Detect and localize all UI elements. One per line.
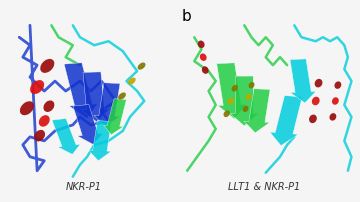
FancyArrow shape [217, 63, 247, 119]
FancyArrow shape [89, 121, 112, 161]
Ellipse shape [224, 110, 230, 117]
Text: b: b [182, 9, 192, 24]
Ellipse shape [202, 66, 209, 74]
Ellipse shape [198, 41, 204, 48]
FancyArrow shape [64, 63, 98, 119]
Ellipse shape [40, 59, 54, 73]
Ellipse shape [30, 80, 44, 94]
Ellipse shape [200, 53, 207, 61]
Ellipse shape [20, 101, 34, 115]
Ellipse shape [249, 82, 255, 88]
Ellipse shape [34, 130, 45, 141]
Ellipse shape [309, 115, 317, 123]
Ellipse shape [243, 106, 249, 112]
FancyArrow shape [94, 83, 120, 127]
Ellipse shape [334, 81, 341, 89]
Ellipse shape [128, 78, 136, 85]
Ellipse shape [312, 97, 320, 105]
Ellipse shape [332, 97, 339, 105]
Ellipse shape [118, 93, 126, 100]
Ellipse shape [44, 100, 54, 112]
Text: NKR-P1: NKR-P1 [66, 182, 102, 192]
Ellipse shape [246, 94, 252, 100]
FancyArrow shape [81, 72, 110, 122]
FancyArrow shape [52, 119, 80, 154]
Ellipse shape [228, 98, 234, 104]
FancyArrow shape [230, 76, 258, 126]
FancyArrow shape [290, 59, 316, 103]
FancyArrow shape [270, 96, 302, 146]
Ellipse shape [39, 115, 50, 127]
FancyArrow shape [104, 99, 126, 135]
Text: LLT1 & NKR-P1: LLT1 & NKR-P1 [228, 182, 300, 192]
Ellipse shape [329, 113, 336, 121]
FancyArrow shape [73, 104, 103, 144]
FancyArrow shape [244, 89, 270, 133]
Ellipse shape [138, 62, 145, 70]
Ellipse shape [231, 85, 238, 92]
Ellipse shape [315, 79, 323, 87]
